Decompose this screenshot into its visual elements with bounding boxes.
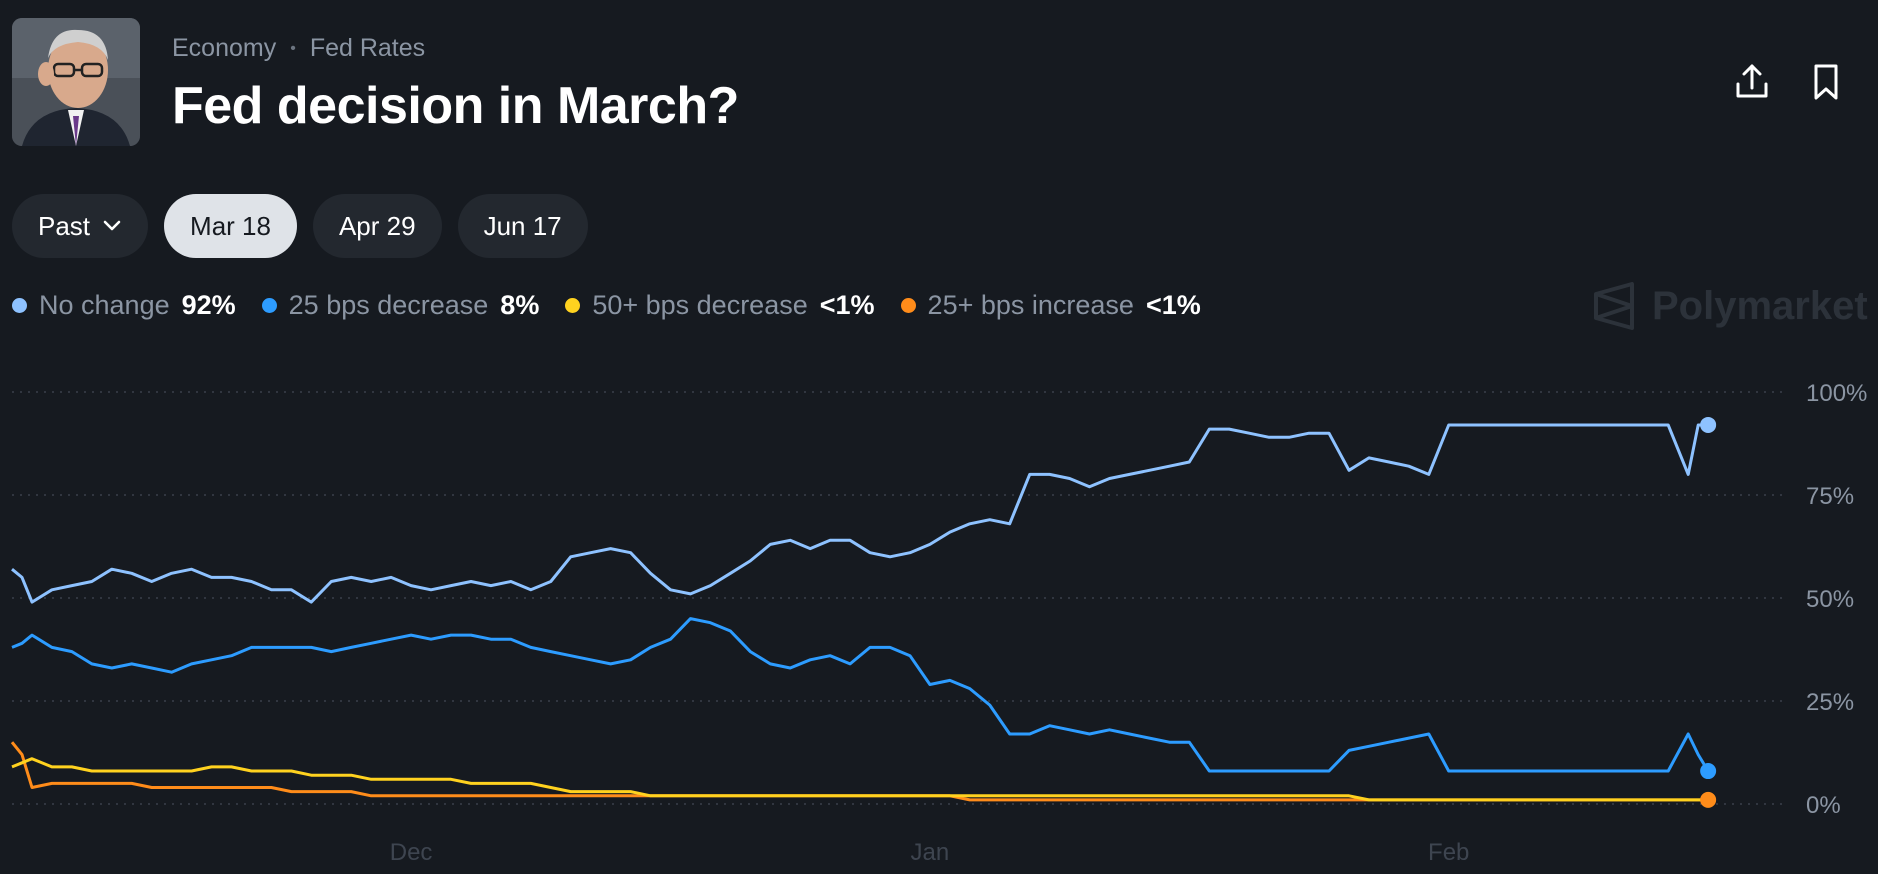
breadcrumb-fed-rates[interactable]: Fed Rates <box>309 34 426 62</box>
watermark-text: Polymarket <box>1652 283 1868 328</box>
legend-no-change[interactable]: No change 92% <box>12 290 236 321</box>
y-tick-label: 25% <box>1806 689 1854 716</box>
share-icon <box>1736 64 1768 98</box>
x-tick-label: Feb <box>1428 839 1469 866</box>
page-title: Fed decision in March? <box>172 77 739 135</box>
breadcrumb-economy[interactable]: Economy <box>172 34 277 62</box>
breadcrumb-separator: • <box>290 39 296 57</box>
share-button[interactable] <box>1732 62 1772 104</box>
legend-value: 92% <box>181 290 236 320</box>
legend-value: 8% <box>500 290 540 320</box>
series-line-no-change[interactable] <box>11 423 1709 604</box>
breadcrumb: Economy • Fed Rates <box>172 34 425 63</box>
price-history-chart[interactable]: 0% 25% 50% 75% 100% Dec Jan Feb <box>0 370 1878 874</box>
bookmark-button[interactable] <box>1806 62 1846 104</box>
date-tabs: Past Mar 18 Apr 29 Jun 17 <box>12 194 588 258</box>
market-image <box>12 18 140 146</box>
y-tick-label: 100% <box>1806 380 1867 407</box>
series-endpoint <box>1700 791 1717 808</box>
y-tick-label: 0% <box>1806 792 1841 819</box>
legend-25-bps-decrease[interactable]: 25 bps decrease 8% <box>261 290 540 321</box>
legend-dot <box>261 298 277 313</box>
bookmark-icon <box>1814 64 1838 100</box>
chevron-down-icon <box>103 220 121 231</box>
tab-past-label: Past <box>38 210 91 241</box>
series-endpoint <box>1700 416 1717 433</box>
legend-label: 50+ bps decrease <box>592 290 808 320</box>
legend-value: <1% <box>1145 290 1201 320</box>
tab-jun-17[interactable]: Jun 17 <box>457 194 588 258</box>
legend-25-bps-increase[interactable]: 25+ bps increase <1% <box>900 290 1201 321</box>
x-tick-label: Jan <box>911 839 950 866</box>
tab-apr-29[interactable]: Apr 29 <box>312 194 442 258</box>
series-line-25-bps-decrease[interactable] <box>11 617 1710 773</box>
chart-legend: No change 92% 25 bps decrease 8% 50+ bps… <box>12 290 1227 321</box>
x-tick-label: Dec <box>390 839 433 866</box>
legend-label: 25+ bps increase <box>927 290 1134 320</box>
series-endpoint <box>1700 763 1717 780</box>
tab-mar-18[interactable]: Mar 18 <box>164 194 297 258</box>
y-tick-label: 75% <box>1806 483 1854 510</box>
series-line-50-bps-decrease[interactable] <box>11 757 1709 802</box>
tab-past[interactable]: Past <box>12 194 149 258</box>
legend-label: No change <box>39 290 170 320</box>
polymarket-watermark: Polymarket <box>1592 282 1868 330</box>
y-tick-label: 50% <box>1806 586 1854 613</box>
legend-value: <1% <box>819 290 875 320</box>
legend-dot <box>565 298 581 313</box>
legend-label: 25 bps decrease <box>288 290 489 320</box>
polymarket-logo-icon <box>1594 282 1634 330</box>
legend-dot <box>12 298 27 313</box>
legend-dot <box>900 298 916 313</box>
legend-50-bps-decrease[interactable]: 50+ bps decrease <1% <box>565 290 875 321</box>
